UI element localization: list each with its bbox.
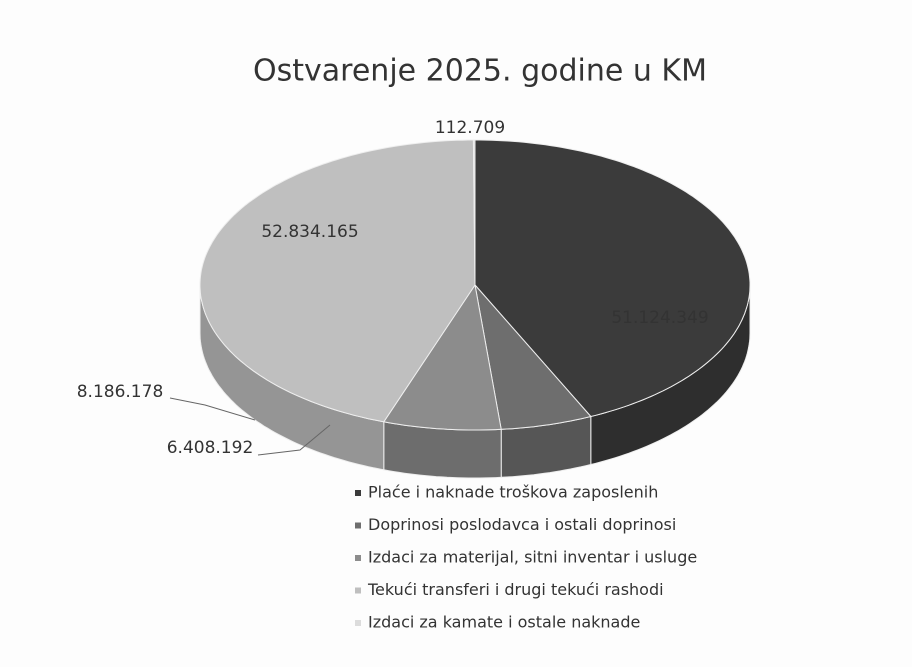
legend: Plaće i naknade troškova zaposlenih Dopri…	[355, 483, 697, 632]
legend-swatch	[355, 522, 361, 529]
legend-swatch	[355, 555, 361, 561]
legend-swatch	[355, 490, 361, 496]
legend-label: Izdaci za materijal, sitni inventar i us…	[368, 548, 697, 567]
value-label: 52.834.165	[261, 222, 358, 242]
chart-title: Ostvarenje 2025. godine u KM	[253, 54, 707, 89]
value-label: 51.124.349	[611, 308, 708, 328]
legend-label: Plaće i naknade troškova zaposlenih	[368, 483, 658, 502]
pie-slice	[199, 139, 476, 423]
value-label: 112.709	[435, 118, 505, 138]
legend-label: Izdaci za kamate i ostale naknade	[368, 613, 640, 632]
value-label: 6.408.192	[167, 438, 254, 458]
value-label: 8.186.178	[77, 382, 164, 402]
leader-line	[257, 424, 331, 456]
leader-line	[169, 397, 256, 421]
pie-slice	[474, 139, 751, 418]
legend-label: Doprinosi poslodavca i ostali doprinosi	[368, 515, 676, 534]
pie-tops	[199, 139, 751, 431]
value-labels: 51.124.349 6.408.192 8.186.178 52.834.165 11…	[77, 118, 709, 458]
legend-label: Tekući transferi i drugi tekući rashodi	[367, 580, 664, 599]
pie-slice	[472, 139, 476, 286]
pie-slice	[474, 283, 592, 430]
legend-swatch	[355, 587, 361, 594]
legend-swatch	[355, 620, 361, 626]
pie-slice	[382, 283, 502, 431]
